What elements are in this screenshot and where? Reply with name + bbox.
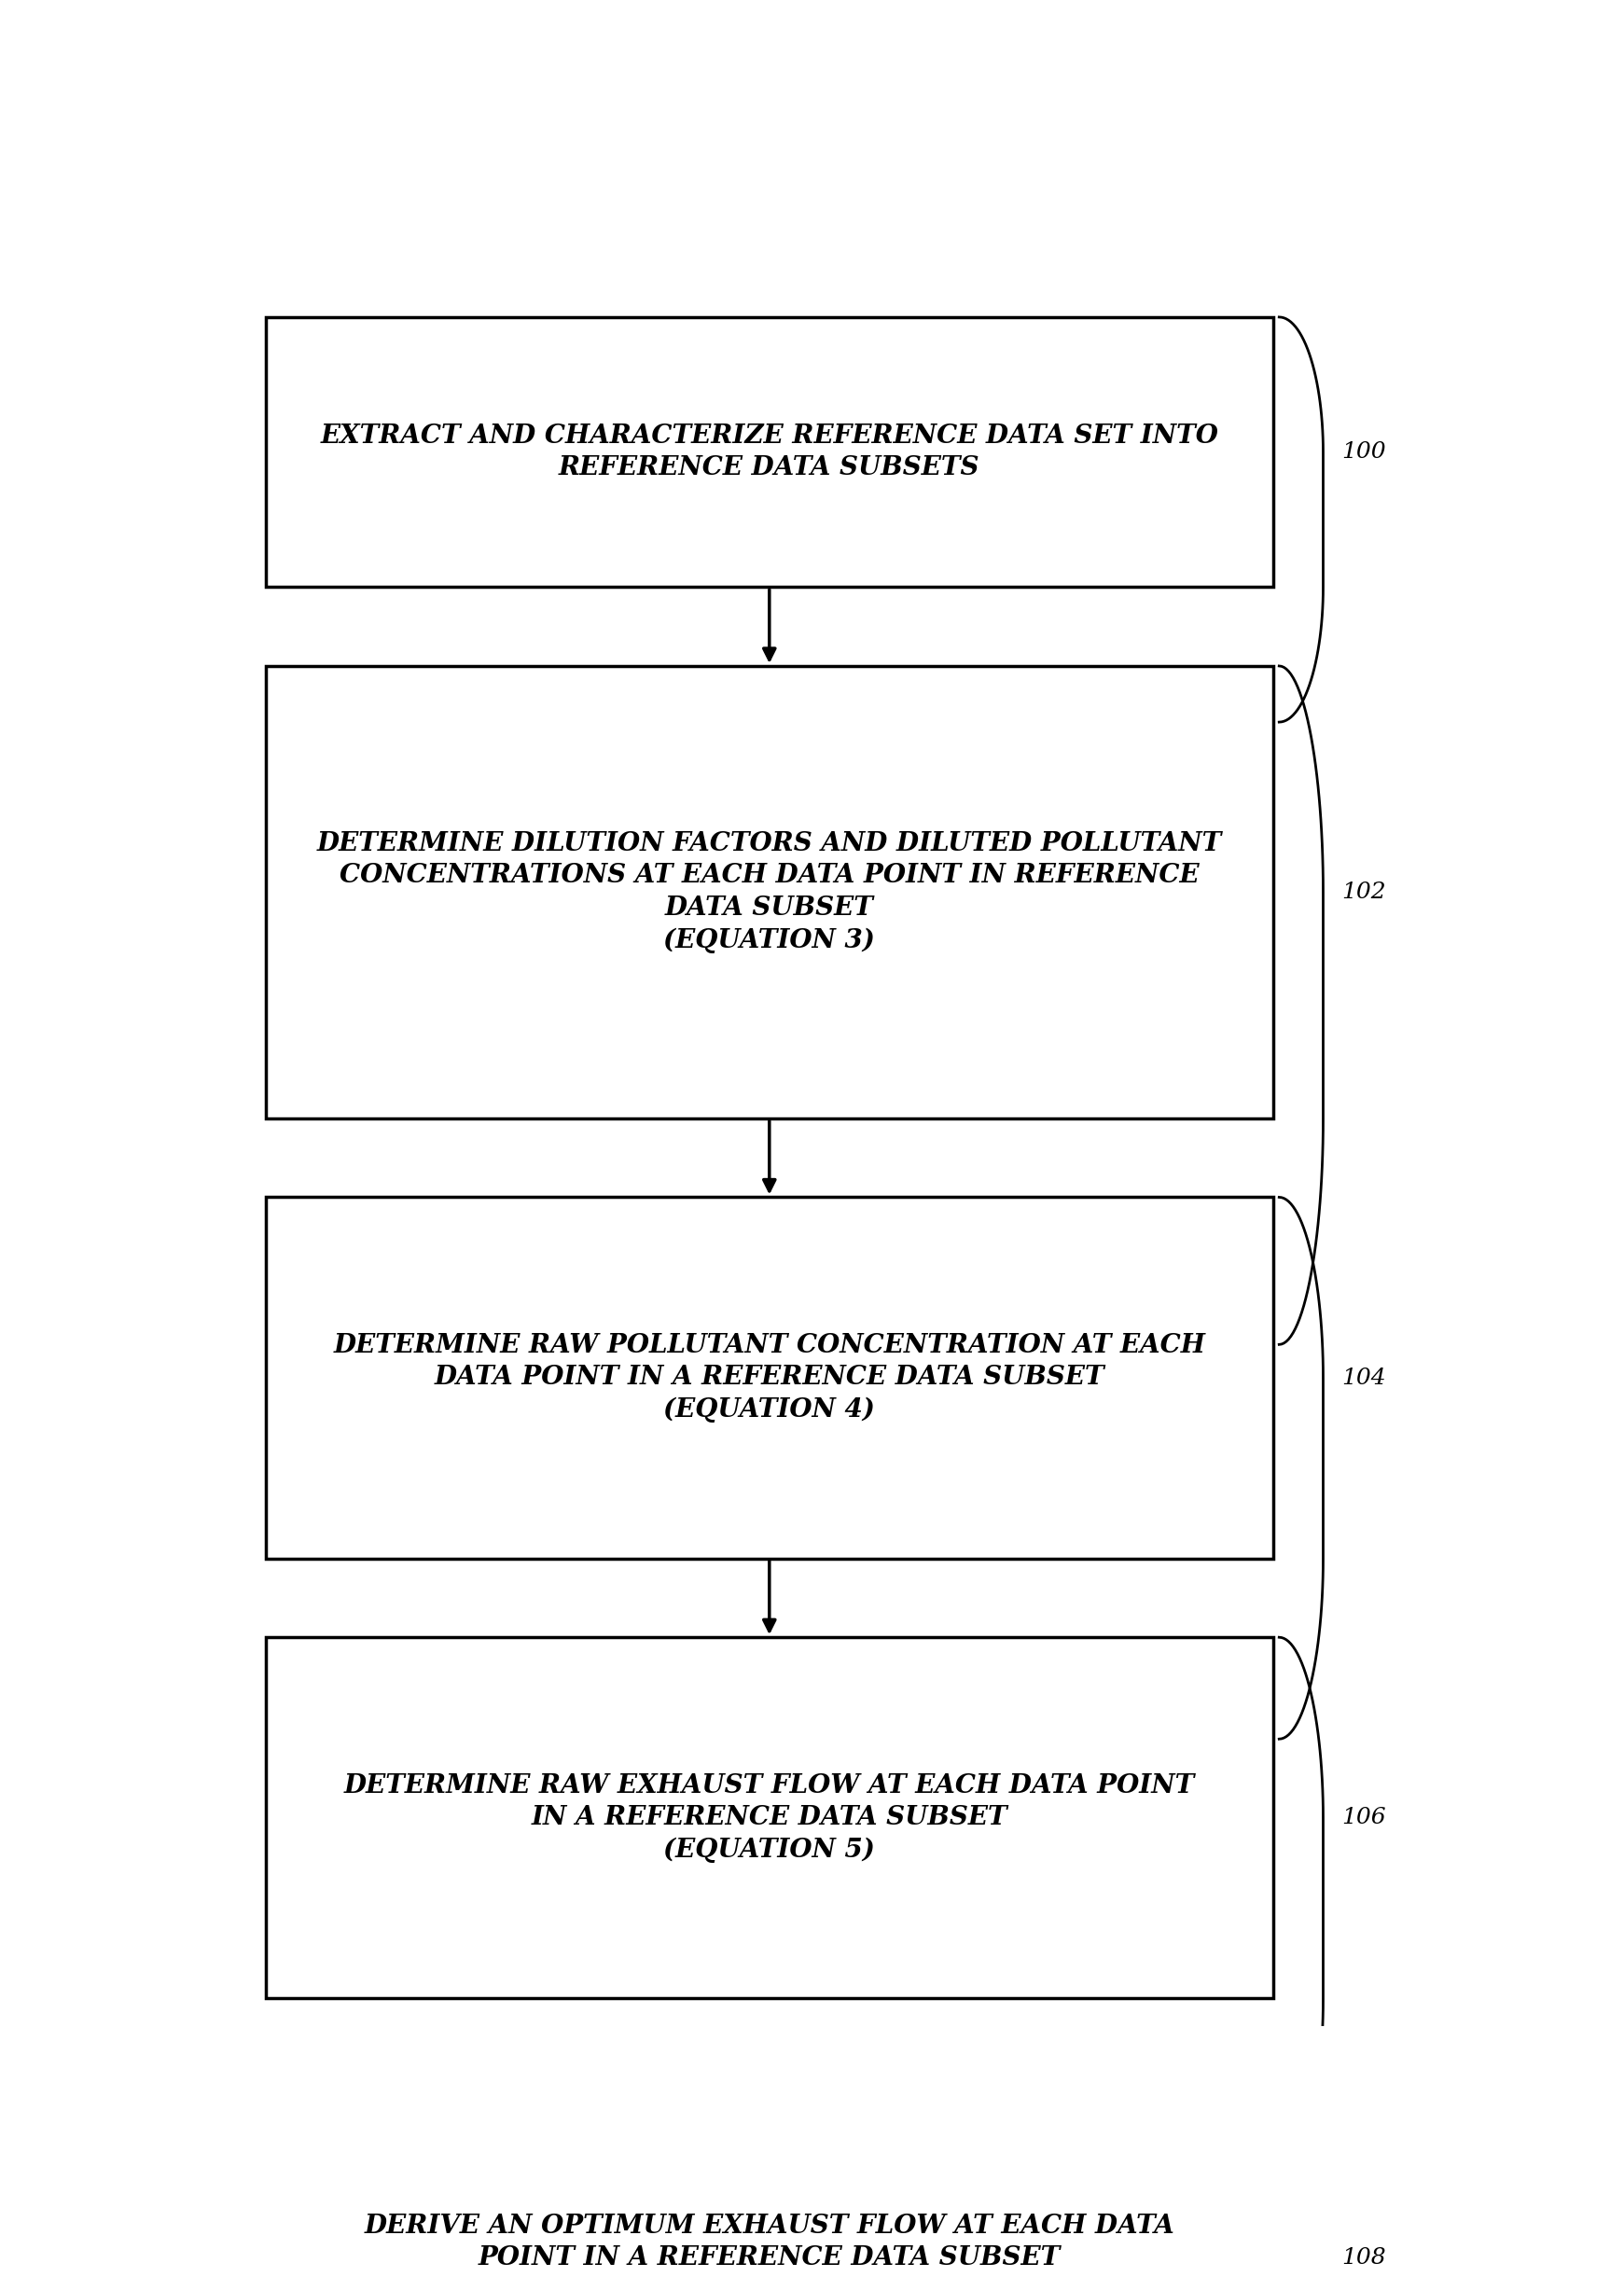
Text: 104: 104 (1341, 1366, 1387, 1389)
Text: 102: 102 (1341, 881, 1387, 904)
FancyBboxPatch shape (266, 1637, 1273, 1999)
Text: 108: 108 (1341, 2247, 1387, 2268)
Text: DETERMINE RAW EXHAUST FLOW AT EACH DATA POINT
IN A REFERENCE DATA SUBSET
(EQUATI: DETERMINE RAW EXHAUST FLOW AT EACH DATA … (344, 1774, 1195, 1863)
FancyBboxPatch shape (266, 2077, 1273, 2277)
Text: EXTRACT AND CHARACTERIZE REFERENCE DATA SET INTO
REFERENCE DATA SUBSETS: EXTRACT AND CHARACTERIZE REFERENCE DATA … (320, 424, 1218, 480)
FancyBboxPatch shape (266, 317, 1273, 587)
Text: DETERMINE RAW POLLUTANT CONCENTRATION AT EACH
DATA POINT IN A REFERENCE DATA SUB: DETERMINE RAW POLLUTANT CONCENTRATION AT… (333, 1332, 1205, 1423)
FancyBboxPatch shape (266, 665, 1273, 1118)
FancyBboxPatch shape (266, 1198, 1273, 1557)
Text: 100: 100 (1341, 442, 1387, 462)
Text: DERIVE AN OPTIMUM EXHAUST FLOW AT EACH DATA
POINT IN A REFERENCE DATA SUBSET
(EQ: DERIVE AN OPTIMUM EXHAUST FLOW AT EACH D… (364, 2213, 1174, 2277)
Text: DETERMINE DILUTION FACTORS AND DILUTED POLLUTANT
CONCENTRATIONS AT EACH DATA POI: DETERMINE DILUTION FACTORS AND DILUTED P… (317, 831, 1221, 954)
Text: 106: 106 (1341, 1808, 1387, 1828)
